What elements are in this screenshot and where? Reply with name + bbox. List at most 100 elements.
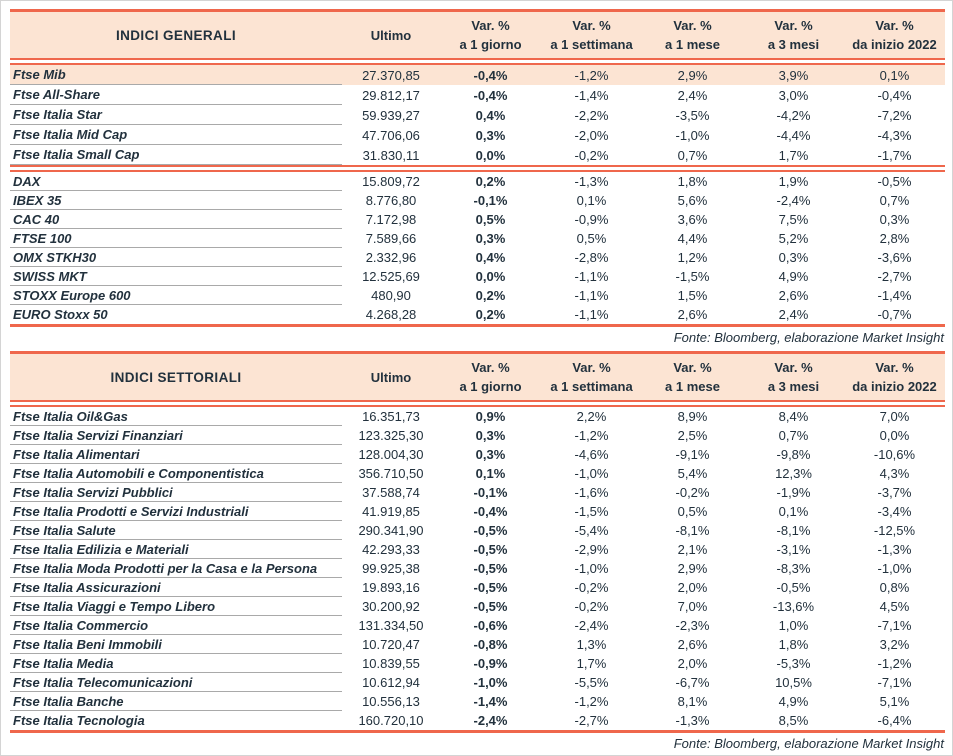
var-value: 1,9% (778, 174, 809, 189)
var-value: -0,2% (574, 599, 609, 614)
column-header-var: Var. % a 1 mese (642, 358, 743, 396)
table-row: SWISS MKT 12.525,69 0,0% -1,1% -1,5% 4,9% -2,7… (10, 267, 945, 286)
var-value: -4,2% (776, 107, 811, 123)
table-title: INDICI GENERALI (115, 27, 236, 43)
index-name: Ftse Mib (10, 65, 342, 85)
table-row: Ftse Italia Moda Prodotti per la Casa e … (10, 559, 945, 578)
var-header-line1: Var. % (774, 18, 813, 33)
ultimo-value: 29.812,17 (362, 87, 420, 103)
var-value: 0,3% (475, 447, 506, 462)
index-name: EURO Stoxx 50 (13, 307, 108, 322)
var-value: -4,3% (877, 127, 912, 143)
var-value: -0,5% (473, 523, 508, 538)
index-name: Ftse Italia Servizi Pubblici (10, 483, 342, 502)
var-value: 0,7% (677, 147, 708, 163)
index-name: Ftse Italia Banche (10, 692, 342, 711)
table-row: Ftse Italia Tecnologia 160.720,10 -2,4% -2,… (10, 711, 945, 730)
var-value: -5,4% (574, 523, 609, 538)
var-header-line1: Var. % (875, 360, 914, 375)
index-name: Ftse All-Share (10, 85, 342, 105)
var-header-line1: Var. % (471, 18, 510, 33)
var-value: 1,8% (677, 174, 708, 189)
var-value: -1,9% (776, 485, 811, 500)
ultimo-value: 59.939,27 (362, 107, 420, 123)
index-name: Ftse Italia Mid Cap (10, 125, 342, 145)
ultimo-value: 42.293,33 (362, 542, 420, 557)
ultimo-value: 7.172,98 (365, 212, 417, 227)
column-header-var: Var. % a 1 settimana (541, 16, 642, 54)
table-row: Ftse Italia Beni Immobili 10.720,47 -0,8% 1… (10, 635, 945, 654)
var-value: -2,2% (574, 107, 609, 123)
table-row: Ftse Italia Mid Cap 47.706,06 0,3% -2,0% -1,… (10, 125, 945, 145)
var-value: -0,4% (473, 504, 508, 519)
index-name: Ftse Italia Tecnologia (13, 713, 145, 728)
var-value: -1,2% (574, 694, 609, 709)
var-value: 0,3% (475, 231, 506, 246)
table-body: Ftse Mib 27.370,85 -0,4% -1,2% 2,9% 3,9% 0,1% F… (10, 65, 945, 327)
table-header: INDICI SETTORIALI Ultimo Var. % a 1 giorn… (10, 351, 945, 400)
var-value: -0,5% (473, 542, 508, 557)
var-value: 7,5% (778, 212, 809, 227)
var-value: -2,9% (574, 542, 609, 557)
index-name: CAC 40 (10, 210, 342, 229)
var-value: 0,9% (475, 409, 506, 424)
ultimo-value: 480,90 (371, 288, 411, 303)
var-value: 5,6% (677, 193, 708, 208)
var-value: 0,2% (475, 174, 506, 189)
table-row: STOXX Europe 600 480,90 0,2% -1,1% 1,5% 2,6% -… (10, 286, 945, 305)
table-row: EURO Stoxx 50 4.268,28 0,2% -1,1% 2,6% 2,4% -0… (10, 305, 945, 324)
var-value: -9,8% (776, 447, 811, 462)
index-name: Ftse Italia Assicurazioni (10, 578, 342, 597)
index-name: Ftse Italia Moda Prodotti per la Casa e … (10, 559, 342, 578)
var-value: 2,0% (677, 580, 708, 595)
var-header-line2: da inizio 2022 (852, 379, 937, 394)
var-value: -0,6% (473, 618, 508, 633)
var-value: -1,4% (877, 288, 912, 303)
var-value: -1,6% (574, 485, 609, 500)
var-value: -1,4% (473, 694, 508, 709)
var-value: -8,1% (675, 523, 710, 538)
column-header-var: Var. % a 1 settimana (541, 358, 642, 396)
table-row: Ftse Italia Commercio 131.334,50 -0,6% -2,4… (10, 616, 945, 635)
source-note: Fonte: Bloomberg, elaborazione Market In… (673, 330, 944, 345)
var-value: -0,7% (877, 307, 912, 322)
ultimo-value: 30.200,92 (362, 599, 420, 614)
var-value: 4,9% (778, 694, 809, 709)
table-row: Ftse Italia Banche 10.556,13 -1,4% -1,2% 8,1… (10, 692, 945, 711)
var-value: -3,7% (877, 485, 912, 500)
var-value: -8,3% (776, 561, 811, 576)
var-header-line1: Var. % (471, 360, 510, 375)
var-value: 3,2% (879, 637, 910, 652)
ultimo-value: 4.268,28 (365, 307, 417, 322)
var-value: 0,5% (475, 212, 506, 227)
ultimo-value: 15.809,72 (362, 174, 420, 189)
var-value: 4,3% (879, 466, 910, 481)
var-header-line2: a 1 giorno (459, 37, 522, 52)
index-name: Ftse Italia Viaggi e Tempo Libero (10, 597, 342, 616)
column-header-var: Var. % da inizio 2022 (844, 358, 945, 396)
table-title: INDICI SETTORIALI (110, 369, 242, 385)
var-value: -0,1% (473, 193, 508, 208)
index-name: Ftse Italia Salute (10, 521, 342, 540)
column-header-ultimo: Ultimo (370, 369, 412, 385)
column-header-var: Var. % a 1 giorno (440, 358, 541, 396)
index-name: STOXX Europe 600 (10, 286, 342, 305)
row-group: DAX 15.809,72 0,2% -1,3% 1,8% 1,9% -0,5% IBEX 3… (10, 172, 945, 324)
index-name: IBEX 35 (10, 191, 342, 210)
var-header-line2: da inizio 2022 (852, 37, 937, 52)
var-value: -8,1% (776, 523, 811, 538)
var-value: -0,2% (675, 485, 710, 500)
var-value: 10,5% (775, 675, 812, 690)
ultimo-value: 356.710,50 (358, 466, 424, 481)
var-value: -7,2% (877, 107, 912, 123)
table-row: FTSE 100 7.589,66 0,3% 0,5% 4,4% 5,2% 2,8% (10, 229, 945, 248)
index-name: Ftse Italia Star (10, 105, 342, 125)
var-header-line2: a 1 settimana (550, 37, 633, 52)
var-value: -1,1% (574, 307, 609, 322)
index-name: Ftse Italia Small Cap (10, 145, 342, 165)
var-value: 2,9% (677, 67, 708, 83)
var-value: 0,2% (475, 288, 506, 303)
column-header-var: Var. % da inizio 2022 (844, 16, 945, 54)
ultimo-value: 16.351,73 (362, 409, 420, 424)
table-row: OMX STKH30 2.332,96 0,4% -2,8% 1,2% 0,3% -3,6% (10, 248, 945, 267)
